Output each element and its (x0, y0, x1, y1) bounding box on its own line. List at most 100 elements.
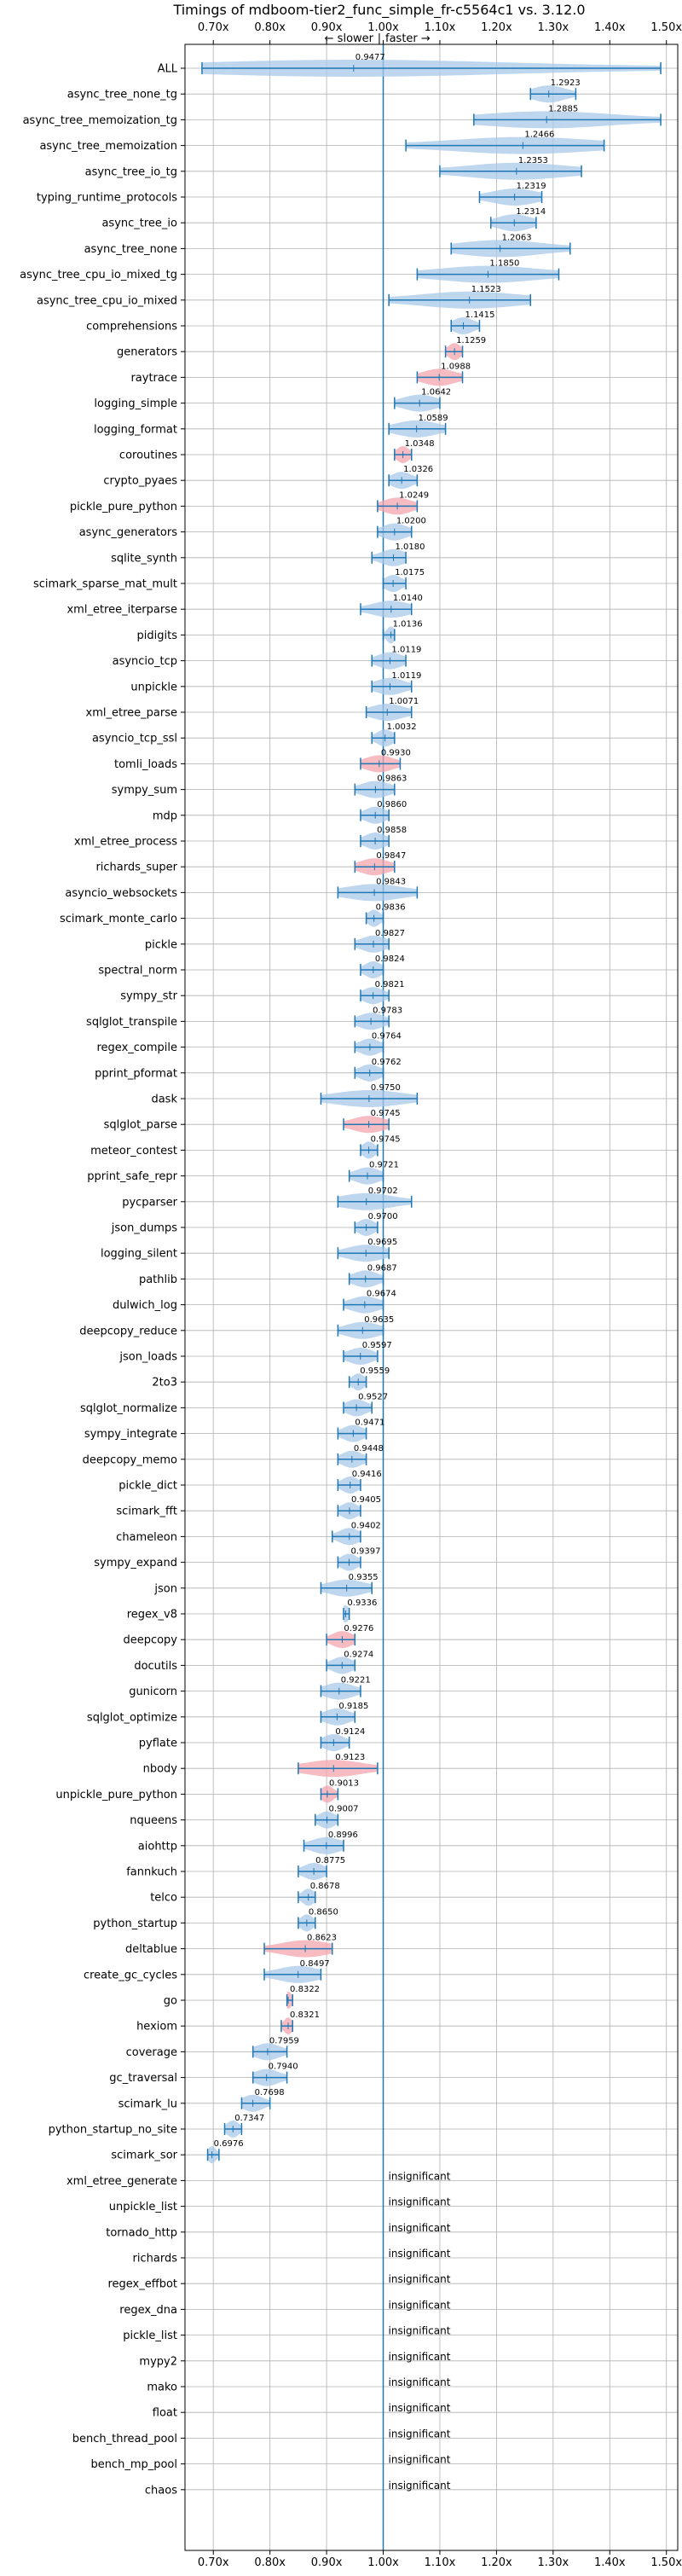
row-label: pprint_pformat (95, 1067, 177, 1080)
insignificant-label: insignificant (389, 2402, 451, 2414)
row-label: xml_etree_parse (86, 707, 177, 720)
value-label: 0.8321 (290, 2010, 320, 2020)
value-label: 0.9745 (371, 1109, 401, 1118)
row-label: async_tree_io (101, 218, 177, 230)
row-label: richards (133, 2253, 178, 2266)
value-label: 0.9700 (368, 1212, 398, 1221)
row-label: logging_silent (101, 1248, 177, 1261)
value-label: 0.9397 (350, 1547, 380, 1557)
value-label: 1.0119 (391, 671, 421, 681)
row-label: deepcopy_reduce (79, 1325, 177, 1337)
x-tick-label-top: 0.80x (254, 21, 286, 34)
row-label: unpickle_pure_python (55, 1789, 177, 1801)
value-label: 0.9185 (338, 1702, 368, 1711)
row-label: pickle_dict (118, 1480, 177, 1493)
x-tick-label-top: 1.10x (425, 21, 456, 34)
row-label: sqlglot_normalize (80, 1402, 177, 1415)
value-label: 0.9276 (344, 1624, 373, 1633)
row-label: regex_dna (119, 2304, 177, 2317)
row-label: spectral_norm (98, 965, 177, 978)
value-label: 0.9687 (367, 1263, 397, 1273)
subtitle-slower: ← slower (325, 32, 374, 45)
row-label: gc_traversal (109, 2072, 177, 2085)
x-tick-label-bottom: 1.30x (538, 2556, 569, 2569)
row-label: chameleon (116, 1531, 177, 1544)
value-label: 1.1415 (465, 310, 495, 320)
row-label: logging_format (94, 423, 177, 436)
row-label: pickle_pure_python (70, 501, 177, 513)
value-label: 1.1523 (471, 285, 501, 294)
row-label: asyncio_tcp_ssl (92, 733, 177, 746)
row-label: xml_etree_iterparse (66, 604, 177, 617)
row-label: tornado_http (106, 2226, 177, 2239)
row-label: go (164, 1995, 177, 2008)
value-label: 0.9821 (375, 980, 405, 989)
value-label: 1.2353 (518, 156, 548, 165)
row-label: gunicorn (129, 1685, 177, 1698)
row-label: aiohttp (138, 1840, 177, 1853)
row-label: bench_thread_pool (72, 2433, 177, 2445)
row-label: deepcopy (123, 1634, 177, 1647)
value-label: 1.1259 (456, 336, 486, 345)
row-label: mdp (153, 809, 177, 822)
row-label: fannkuch (126, 1866, 177, 1879)
row-label: float (153, 2407, 177, 2420)
row-label: comprehensions (86, 321, 177, 334)
subtitle-separator: | (378, 32, 381, 45)
value-label: 1.0249 (399, 490, 429, 500)
chart-marks: 0.9477 1.2923 1.2885 1.2466 1.2353 1.2319 1.23… (201, 44, 662, 2550)
row-label: sympy_str (120, 990, 177, 1003)
value-label: 0.9123 (335, 1753, 365, 1762)
x-tick-label-top: 0.90x (311, 21, 343, 34)
row-label: json_dumps (111, 1222, 177, 1235)
value-label: 1.0200 (396, 517, 426, 526)
value-label: 0.7347 (234, 2114, 264, 2123)
value-label: 1.0032 (387, 722, 417, 732)
x-tick-label-top: 1.50x (650, 21, 682, 34)
row-label: dask (151, 1094, 177, 1106)
value-label: 0.9863 (377, 775, 407, 784)
row-label: sqlglot_optimize (87, 1711, 177, 1724)
value-label: 1.0140 (393, 594, 423, 603)
value-label: 0.9750 (371, 1083, 401, 1093)
row-label: coroutines (119, 450, 177, 462)
value-label: 0.8623 (307, 1934, 337, 1943)
row-label: pycparser (122, 1196, 177, 1209)
x-tick-label-bottom: 0.70x (198, 2556, 229, 2569)
row-label: deepcopy_memo (83, 1453, 177, 1466)
x-tick-label-top: 1.00x (367, 21, 399, 34)
insignificant-label: insignificant (389, 2170, 451, 2182)
x-tick-label-bottom: 1.00x (367, 2556, 399, 2569)
value-label: 1.2885 (548, 104, 578, 113)
value-label: 1.0642 (421, 388, 451, 397)
row-label: nqueens (130, 1814, 177, 1827)
value-label: 0.8678 (310, 1882, 340, 1891)
value-label: 0.8775 (315, 1856, 345, 1865)
value-label: 0.9764 (372, 1032, 402, 1041)
value-label: 0.9858 (377, 826, 407, 835)
insignificant-label: insignificant (389, 2325, 451, 2337)
row-label: chaos (145, 2484, 177, 2497)
row-label: sqlite_synth (111, 552, 177, 565)
row-label: asyncio_tcp (113, 655, 177, 668)
row-label: scimark_sparse_mat_mult (33, 578, 177, 591)
row-label: coverage (126, 2046, 177, 2059)
row-label: pickle (145, 938, 177, 951)
row-label: richards_super (95, 862, 177, 874)
row-label: mypy2 (139, 2355, 177, 2368)
value-label: 0.9721 (369, 1161, 399, 1170)
row-label: scimark_sor (111, 2150, 177, 2162)
value-label: 0.9824 (375, 954, 405, 964)
insignificant-label: insignificant (389, 2196, 451, 2208)
value-label: 0.8650 (309, 1907, 338, 1917)
x-tick-label-bottom: 0.80x (254, 2556, 286, 2569)
value-label: 0.7959 (269, 2036, 299, 2045)
value-label: 0.7940 (269, 2063, 298, 2072)
value-label: 0.9702 (368, 1186, 398, 1196)
value-label: 0.6976 (214, 2139, 244, 2149)
value-label: 0.9477 (355, 53, 385, 62)
row-label: mako (147, 2382, 177, 2394)
x-tick-label-bottom: 0.90x (311, 2556, 343, 2569)
row-label: regex_v8 (127, 1609, 177, 1622)
